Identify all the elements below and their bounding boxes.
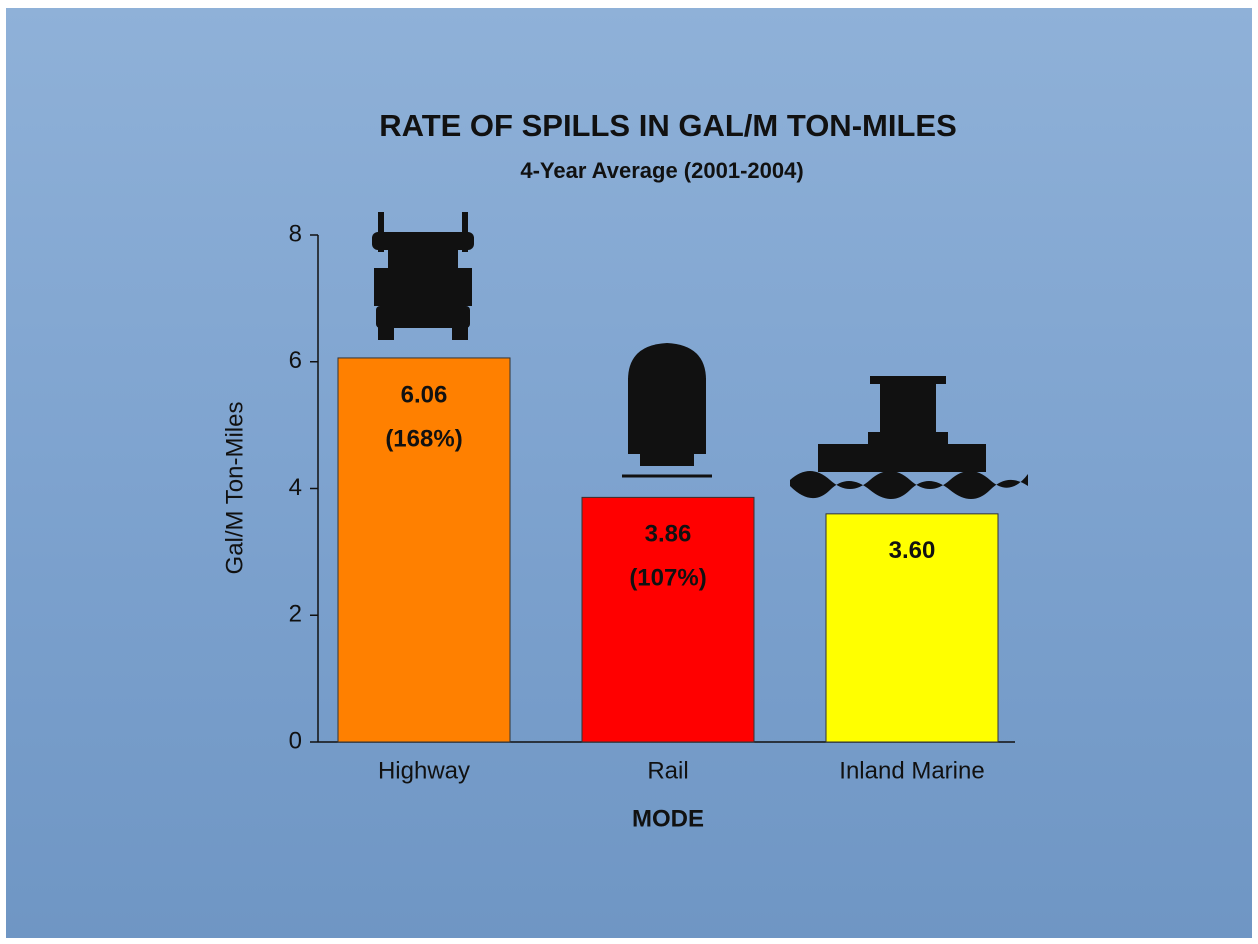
chart-subtitle: 4-Year Average (2001-2004) [520, 158, 803, 183]
y-tick-label: 4 [289, 474, 302, 501]
value-label: 3.60 [889, 537, 936, 564]
percent-label: (107%) [629, 565, 706, 592]
y-tick-label: 0 [289, 727, 302, 754]
boat-icon [790, 376, 1028, 499]
x-tick-label: Inland Marine [839, 757, 984, 784]
truck-icon [372, 212, 474, 340]
value-label: 3.86 [645, 521, 692, 548]
x-tick-label: Highway [378, 757, 470, 784]
background [6, 8, 1252, 938]
train-icon [622, 343, 712, 478]
bar [581, 496, 755, 743]
chart-title: RATE OF SPILLS IN GAL/M TON-MILES [379, 108, 957, 143]
x-tick-label: Rail [647, 757, 688, 784]
y-tick-label: 8 [289, 220, 302, 247]
percent-label: (168%) [385, 425, 462, 452]
bar [825, 513, 999, 743]
y-tick-label: 2 [289, 601, 302, 628]
bar [337, 357, 511, 743]
y-tick-label: 6 [289, 347, 302, 374]
x-axis-label: MODE [632, 805, 704, 832]
y-axis-label: Gal/M Ton-Miles [221, 402, 248, 575]
value-label: 6.06 [401, 381, 448, 408]
